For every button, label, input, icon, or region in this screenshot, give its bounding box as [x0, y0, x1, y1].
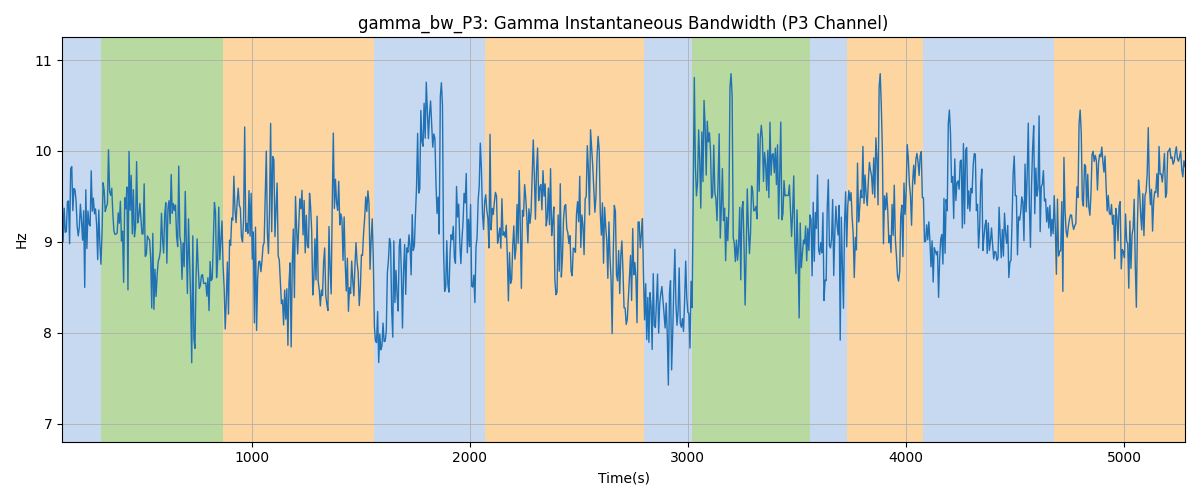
Bar	[578, 38, 644, 442]
Bar	[923, 38, 1054, 442]
Bar	[62, 38, 101, 442]
Bar	[274, 38, 374, 442]
Bar	[101, 38, 223, 442]
Bar	[485, 38, 578, 442]
Bar	[847, 38, 923, 442]
X-axis label: Time(s): Time(s)	[598, 471, 649, 485]
Bar	[223, 38, 274, 442]
Bar	[692, 38, 810, 442]
Y-axis label: Hz: Hz	[16, 230, 29, 248]
Bar	[1054, 38, 1186, 442]
Bar	[644, 38, 679, 442]
Bar	[679, 38, 692, 442]
Bar	[418, 38, 485, 442]
Bar	[810, 38, 847, 442]
Title: gamma_bw_P3: Gamma Instantaneous Bandwidth (P3 Channel): gamma_bw_P3: Gamma Instantaneous Bandwid…	[359, 15, 889, 34]
Bar	[374, 38, 418, 442]
